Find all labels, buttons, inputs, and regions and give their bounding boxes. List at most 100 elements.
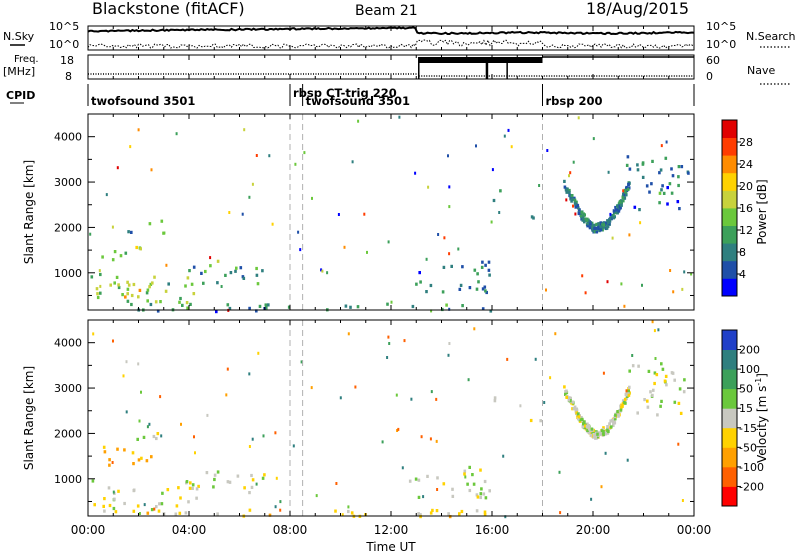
velocity-colorbar-tick-label: -200 bbox=[739, 480, 764, 493]
scatter-cell bbox=[111, 461, 114, 464]
scatter-cell bbox=[600, 429, 603, 433]
scatter-cell bbox=[608, 422, 611, 426]
scatter-cell bbox=[627, 182, 630, 186]
scatter-cell bbox=[429, 511, 433, 515]
scatter-cell bbox=[503, 134, 506, 138]
scatter-cell bbox=[583, 426, 586, 430]
scatter-cell bbox=[102, 504, 105, 508]
scatter-cell bbox=[658, 191, 662, 195]
scatter-cell bbox=[108, 458, 111, 462]
scatter-cell bbox=[447, 154, 449, 158]
scatter-cell bbox=[489, 309, 493, 313]
scatter-cell bbox=[294, 162, 297, 166]
scatter-cell bbox=[261, 476, 265, 480]
scatter-cell bbox=[480, 265, 484, 269]
cpid-segment-label: twofsound 3501 bbox=[91, 94, 195, 108]
scatter-cell bbox=[148, 285, 151, 289]
scatter-cell bbox=[658, 201, 661, 205]
scatter-cell bbox=[267, 303, 270, 307]
scatter-cell bbox=[549, 376, 552, 380]
scatter-cell bbox=[275, 476, 278, 480]
scatter-cell bbox=[435, 509, 439, 513]
scatter-cell bbox=[621, 404, 624, 408]
scatter-cell bbox=[146, 425, 149, 429]
scatter-cell bbox=[506, 357, 509, 361]
scatter-cell bbox=[670, 167, 673, 171]
scatter-cell bbox=[584, 291, 587, 295]
scatter-cell bbox=[569, 396, 572, 400]
range-tick-label: 3000 bbox=[54, 176, 82, 189]
scatter-cell bbox=[616, 204, 620, 208]
scatter-cell bbox=[387, 240, 390, 244]
noise-search-label: N.Search bbox=[746, 30, 796, 43]
scatter-cell bbox=[574, 408, 577, 412]
cpid-segment-label: twofsound 3501 bbox=[306, 94, 410, 108]
scatter-cell bbox=[113, 281, 116, 285]
scatter-cell bbox=[660, 144, 663, 148]
scatter-cell bbox=[386, 356, 389, 359]
cpid-segment-label: rbsp CT-trig 220 bbox=[293, 86, 397, 100]
scatter-cell bbox=[646, 399, 649, 403]
scatter-cell bbox=[448, 185, 451, 189]
scatter-cell bbox=[655, 373, 659, 377]
scatter-cell bbox=[590, 431, 593, 435]
scatter-cell bbox=[572, 406, 576, 411]
scatter-cell bbox=[476, 495, 480, 499]
scatter-cell bbox=[472, 482, 476, 486]
scatter-cell bbox=[197, 484, 200, 488]
scatter-cell bbox=[602, 225, 606, 229]
scatter-cell bbox=[625, 389, 628, 393]
scatter-cell bbox=[625, 163, 629, 167]
scatter-cell bbox=[99, 272, 102, 277]
scatter-cell bbox=[595, 230, 599, 234]
scatter-cell bbox=[398, 115, 401, 119]
scatter-cell bbox=[538, 184, 541, 187]
scatter-cell bbox=[608, 219, 612, 223]
scatter-cell bbox=[126, 299, 130, 303]
scatter-cell bbox=[315, 494, 318, 498]
scatter-cell bbox=[567, 398, 571, 402]
scatter-cell bbox=[161, 491, 164, 495]
scatter-cell bbox=[425, 257, 428, 261]
scatter-cell bbox=[243, 128, 246, 132]
scatter-cell bbox=[341, 513, 344, 517]
time-tick-label: 08:00 bbox=[273, 523, 308, 537]
scatter-cell bbox=[623, 196, 627, 200]
velocity-colorbar-tick-label: -15 bbox=[739, 422, 757, 435]
scatter-cell bbox=[435, 439, 438, 443]
scatter-cell bbox=[623, 193, 627, 197]
scatter-cell bbox=[167, 282, 170, 286]
scatter-cell bbox=[442, 482, 446, 486]
scatter-cell bbox=[653, 329, 656, 333]
scatter-cell bbox=[614, 205, 617, 209]
scatter-cell bbox=[126, 292, 129, 296]
beam-title: Beam 21 bbox=[355, 3, 418, 19]
scatter-cell bbox=[577, 116, 580, 120]
scatter-cell bbox=[401, 466, 404, 470]
scatter-cell bbox=[484, 496, 488, 500]
noise-sky-label: N.Sky bbox=[3, 30, 35, 43]
scatter-cell bbox=[539, 419, 542, 423]
scatter-cell bbox=[586, 217, 589, 221]
scatter-cell bbox=[116, 166, 119, 170]
scatter-cell bbox=[475, 287, 479, 291]
scatter-cell bbox=[251, 478, 255, 482]
scatter-cell bbox=[132, 282, 136, 287]
scatter-cell bbox=[190, 282, 194, 286]
scatter-cell bbox=[143, 503, 146, 507]
scatter-cell bbox=[612, 423, 615, 427]
scatter-cell bbox=[571, 197, 575, 201]
scatter-cell bbox=[626, 187, 630, 192]
scatter-cell bbox=[625, 185, 628, 190]
scatter-cell bbox=[577, 415, 581, 419]
scatter-cell bbox=[459, 283, 463, 287]
scatter-cell bbox=[602, 221, 605, 225]
scatter-cell bbox=[569, 197, 572, 201]
scatter-cell bbox=[186, 276, 190, 280]
scatter-cell bbox=[458, 287, 462, 291]
scatter-cell bbox=[215, 310, 218, 314]
scatter-cell bbox=[268, 513, 272, 517]
range-tick-label: 3000 bbox=[54, 382, 82, 395]
